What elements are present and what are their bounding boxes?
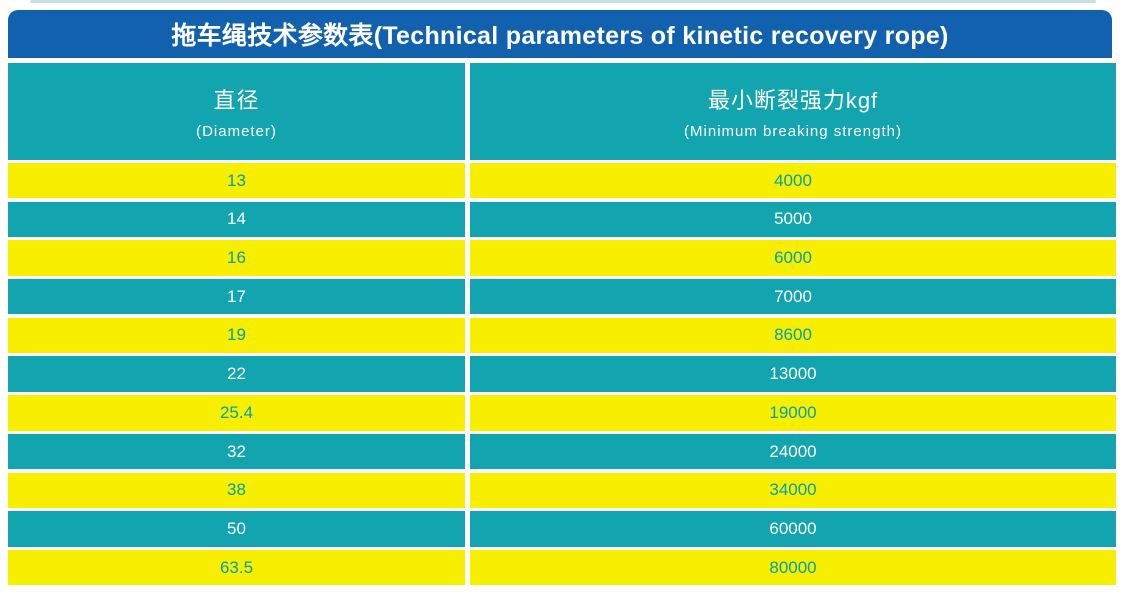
diameter-cell: 19 [8, 317, 465, 354]
table-row: 63.5 80000 [8, 549, 1116, 586]
column-divider [465, 511, 470, 547]
column-divider [465, 240, 470, 276]
strength-cell: 80000 [470, 549, 1116, 586]
column-divider [465, 317, 470, 354]
table-row: 50 60000 [8, 511, 1116, 547]
strength-cell: 7000 [470, 279, 1116, 315]
header-diameter-zh: 直径 [213, 88, 260, 113]
table-row: 22 13000 [8, 356, 1116, 392]
column-divider [465, 63, 470, 160]
strength-cell: 8600 [470, 317, 1116, 354]
diameter-cell: 25.4 [8, 395, 465, 431]
table-row: 25.4 19000 [8, 395, 1116, 431]
column-divider [465, 356, 470, 392]
table-header-row: 直径 (Diameter) 最小断裂强力kgf (Minimum breakin… [8, 63, 1116, 160]
table-rows: 13 4000 14 5000 16 6000 17 7000 19 8600 … [8, 163, 1116, 586]
page-title: 拖车绳技术参数表(Technical parameters of kinetic… [171, 22, 949, 50]
diameter-cell: 14 [8, 201, 465, 238]
column-divider [465, 201, 470, 238]
table-row: 19 8600 [8, 317, 1116, 354]
table-row: 16 6000 [8, 240, 1116, 276]
table-row: 38 34000 [8, 472, 1116, 508]
diameter-cell: 22 [8, 356, 465, 392]
table-row: 13 4000 [8, 163, 1116, 199]
strength-cell: 5000 [470, 201, 1116, 238]
header-strength-en: (Minimum breaking strength) [684, 123, 902, 140]
column-divider [465, 163, 470, 199]
diameter-cell: 50 [8, 511, 465, 547]
header-diameter-cell: 直径 (Diameter) [8, 63, 465, 160]
header-strength-zh: 最小断裂强力kgf [707, 88, 879, 113]
top-divider-line [30, 0, 1096, 3]
strength-cell: 60000 [470, 511, 1116, 547]
table-row: 32 24000 [8, 433, 1116, 470]
diameter-cell: 16 [8, 240, 465, 276]
strength-cell: 34000 [470, 472, 1116, 508]
diameter-cell: 17 [8, 279, 465, 315]
parameters-table: 直径 (Diameter) 最小断裂强力kgf (Minimum breakin… [8, 63, 1116, 586]
strength-cell: 4000 [470, 163, 1116, 199]
table-row: 14 5000 [8, 201, 1116, 238]
column-divider [465, 472, 470, 508]
diameter-cell: 13 [8, 163, 465, 199]
table-title-bar: 拖车绳技术参数表(Technical parameters of kinetic… [8, 10, 1112, 58]
column-divider [465, 433, 470, 470]
column-divider [465, 395, 470, 431]
diameter-cell: 63.5 [8, 549, 465, 586]
column-divider [465, 279, 470, 315]
strength-cell: 19000 [470, 395, 1116, 431]
strength-cell: 6000 [470, 240, 1116, 276]
diameter-cell: 38 [8, 472, 465, 508]
table-row: 17 7000 [8, 279, 1116, 315]
diameter-cell: 32 [8, 433, 465, 470]
header-strength-cell: 最小断裂强力kgf (Minimum breaking strength) [470, 63, 1116, 160]
strength-cell: 24000 [470, 433, 1116, 470]
header-diameter-en: (Diameter) [196, 123, 277, 140]
column-divider [465, 549, 470, 586]
strength-cell: 13000 [470, 356, 1116, 392]
